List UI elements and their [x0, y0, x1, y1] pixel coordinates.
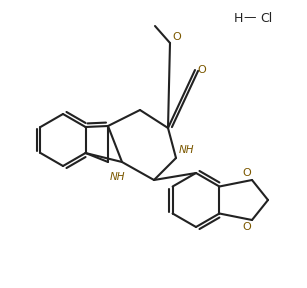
Text: NH: NH	[110, 172, 126, 182]
Text: O: O	[197, 65, 206, 75]
Text: Cl: Cl	[260, 12, 272, 24]
Text: O: O	[242, 222, 251, 232]
Text: O: O	[242, 168, 251, 178]
Text: NH: NH	[179, 145, 195, 155]
Text: H: H	[233, 12, 243, 24]
Text: —: —	[244, 12, 256, 24]
Text: O: O	[172, 32, 181, 42]
